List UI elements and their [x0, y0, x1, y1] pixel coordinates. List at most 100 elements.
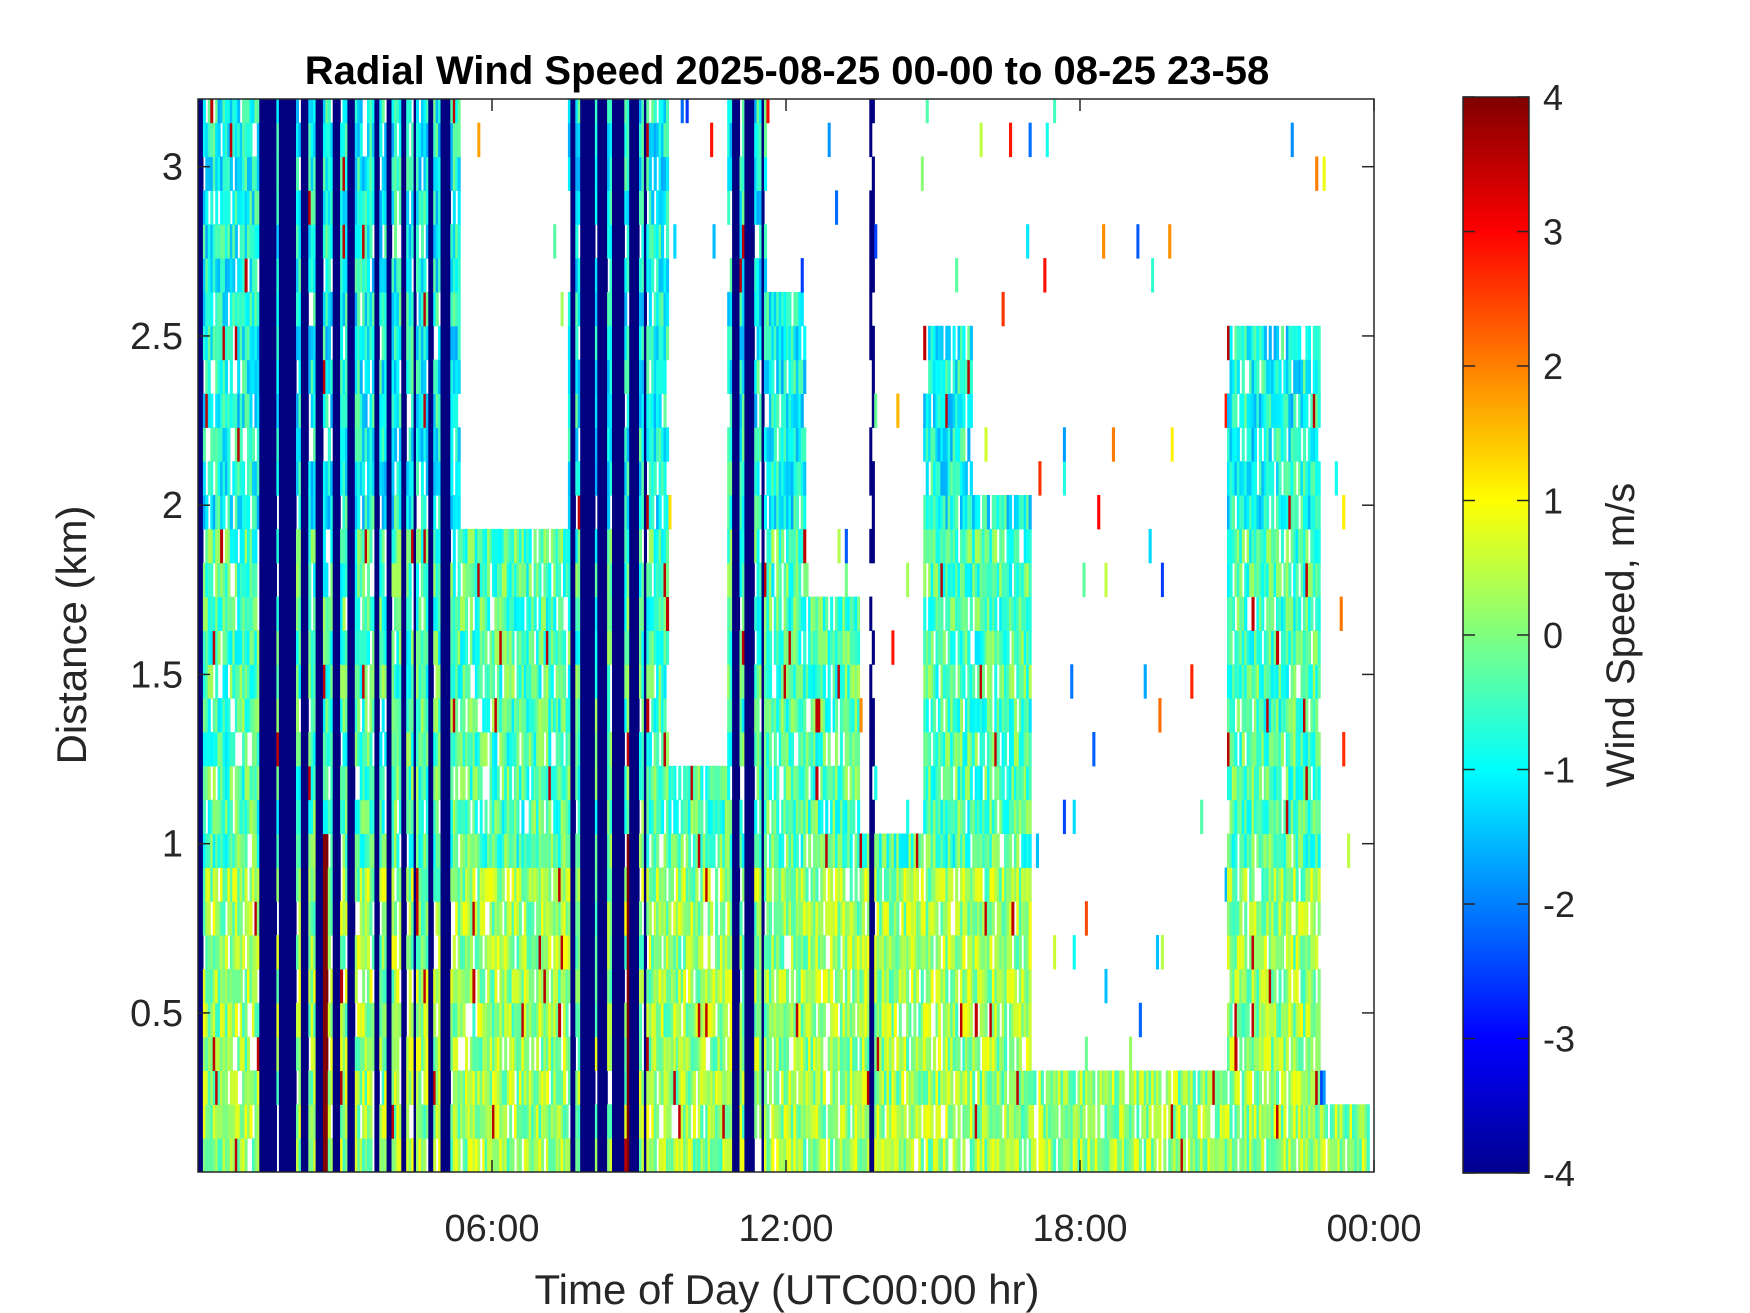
- heatmap-cell: [256, 935, 260, 970]
- heatmap-cell: [445, 258, 449, 293]
- heatmap-cell: [612, 698, 616, 733]
- heatmap-cell: [433, 1070, 437, 1105]
- heatmap-cell: [452, 562, 456, 598]
- heatmap-cell: [269, 935, 273, 970]
- heatmap-cell: [626, 867, 630, 902]
- heatmap-cell: [651, 799, 655, 835]
- heatmap-cell: [592, 765, 596, 801]
- heatmap-cell: [232, 630, 236, 665]
- heatmap-cell: [440, 1138, 444, 1172]
- heatmap-cell: [614, 833, 618, 868]
- heatmap-cell: [467, 799, 471, 835]
- heatmap-cell: [381, 799, 385, 835]
- heatmap-cell: [538, 901, 542, 936]
- heatmap-cell: [200, 1104, 204, 1139]
- heatmap-cell: [646, 325, 650, 361]
- heatmap-cell: [509, 935, 513, 970]
- heatmap-cell: [367, 732, 370, 767]
- heatmap-cell: [624, 765, 628, 801]
- heatmap-cell: [428, 968, 432, 1004]
- heatmap-cell: [435, 698, 439, 733]
- heatmap-cell: [477, 1138, 481, 1172]
- heatmap-cell: [376, 190, 380, 225]
- heatmap-cell: [509, 664, 513, 699]
- heatmap-cell: [619, 596, 623, 631]
- heatmap-cell: [391, 765, 395, 801]
- heatmap-cell: [345, 1138, 348, 1172]
- heatmap-cell: [621, 1138, 625, 1172]
- heatmap-cell: [337, 427, 341, 462]
- heatmap-cell: [587, 495, 591, 530]
- heatmap-cell: [300, 495, 304, 530]
- heatmap-cell: [315, 1036, 319, 1071]
- heatmap-cell: [612, 99, 616, 124]
- heatmap-cell: [607, 427, 611, 462]
- heatmap-cell: [599, 325, 603, 361]
- heatmap-cell: [452, 867, 456, 902]
- heatmap-cell: [340, 359, 344, 394]
- heatmap-cell: [577, 901, 581, 936]
- heatmap-cell: [242, 291, 246, 327]
- heatmap-cell: [570, 99, 574, 124]
- heatmap-cell: [575, 765, 579, 801]
- heatmap-cell: [621, 156, 625, 191]
- heatmap-cell: [550, 833, 554, 868]
- heatmap-cell: [376, 99, 380, 124]
- heatmap-cell: [462, 698, 466, 733]
- heatmap-cell: [254, 833, 258, 868]
- heatmap-cell: [276, 664, 280, 699]
- heatmap-cell: [494, 765, 498, 801]
- heatmap-cell: [467, 765, 471, 801]
- heatmap-cell: [264, 596, 268, 631]
- heatmap-cell: [367, 596, 370, 631]
- heatmap-cell: [528, 596, 532, 631]
- heatmap-cell: [202, 99, 206, 124]
- heatmap-cell: [643, 224, 647, 259]
- heatmap-cell: [325, 495, 329, 530]
- heatmap-cell: [575, 156, 579, 191]
- heatmap-cell: [592, 427, 596, 462]
- heatmap-cell: [347, 156, 351, 191]
- heatmap-cell: [580, 968, 584, 1004]
- heatmap-cell: [354, 968, 358, 1004]
- heatmap-cell: [619, 122, 623, 158]
- heatmap-cell: [288, 528, 292, 564]
- heatmap-cell: [261, 664, 265, 699]
- heatmap-cell: [374, 935, 378, 970]
- heatmap-cell: [558, 528, 562, 564]
- heatmap-cell: [585, 427, 589, 462]
- heatmap-cell: [450, 1036, 454, 1071]
- heatmap-cell: [200, 901, 204, 936]
- heatmap-cell: [401, 99, 405, 124]
- heatmap-cell: [288, 258, 292, 293]
- heatmap-cell: [278, 156, 282, 191]
- heatmap-cell: [572, 291, 576, 327]
- heatmap-cell: [450, 1002, 454, 1038]
- heatmap-cell: [227, 968, 231, 1004]
- heatmap-cell: [335, 765, 339, 801]
- heatmap-cell: [607, 393, 611, 428]
- heatmap-cell: [259, 833, 263, 868]
- heatmap-cell: [501, 799, 505, 835]
- heatmap-cell: [283, 393, 287, 428]
- heatmap-cell: [624, 901, 628, 936]
- heatmap-cell: [229, 156, 233, 191]
- heatmap-cell: [389, 325, 393, 361]
- heatmap-cell: [445, 461, 449, 496]
- heatmap-cell: [651, 1104, 655, 1139]
- heatmap-cell: [587, 901, 591, 936]
- heatmap-cell: [347, 359, 351, 394]
- heatmap-cell: [229, 664, 233, 699]
- heatmap-cell: [247, 393, 251, 428]
- heatmap-cell: [482, 562, 486, 598]
- heatmap-cell: [374, 359, 378, 394]
- heatmap-cell: [401, 799, 405, 835]
- heatmap-cell: [496, 833, 500, 868]
- heatmap-cell: [563, 968, 567, 1004]
- heatmap-cell: [330, 799, 334, 835]
- heatmap-cell: [518, 1002, 522, 1038]
- heatmap-cell: [288, 325, 292, 361]
- heatmap-cell: [457, 258, 461, 293]
- heatmap-cell: [646, 495, 650, 530]
- heatmap-cell: [536, 698, 540, 733]
